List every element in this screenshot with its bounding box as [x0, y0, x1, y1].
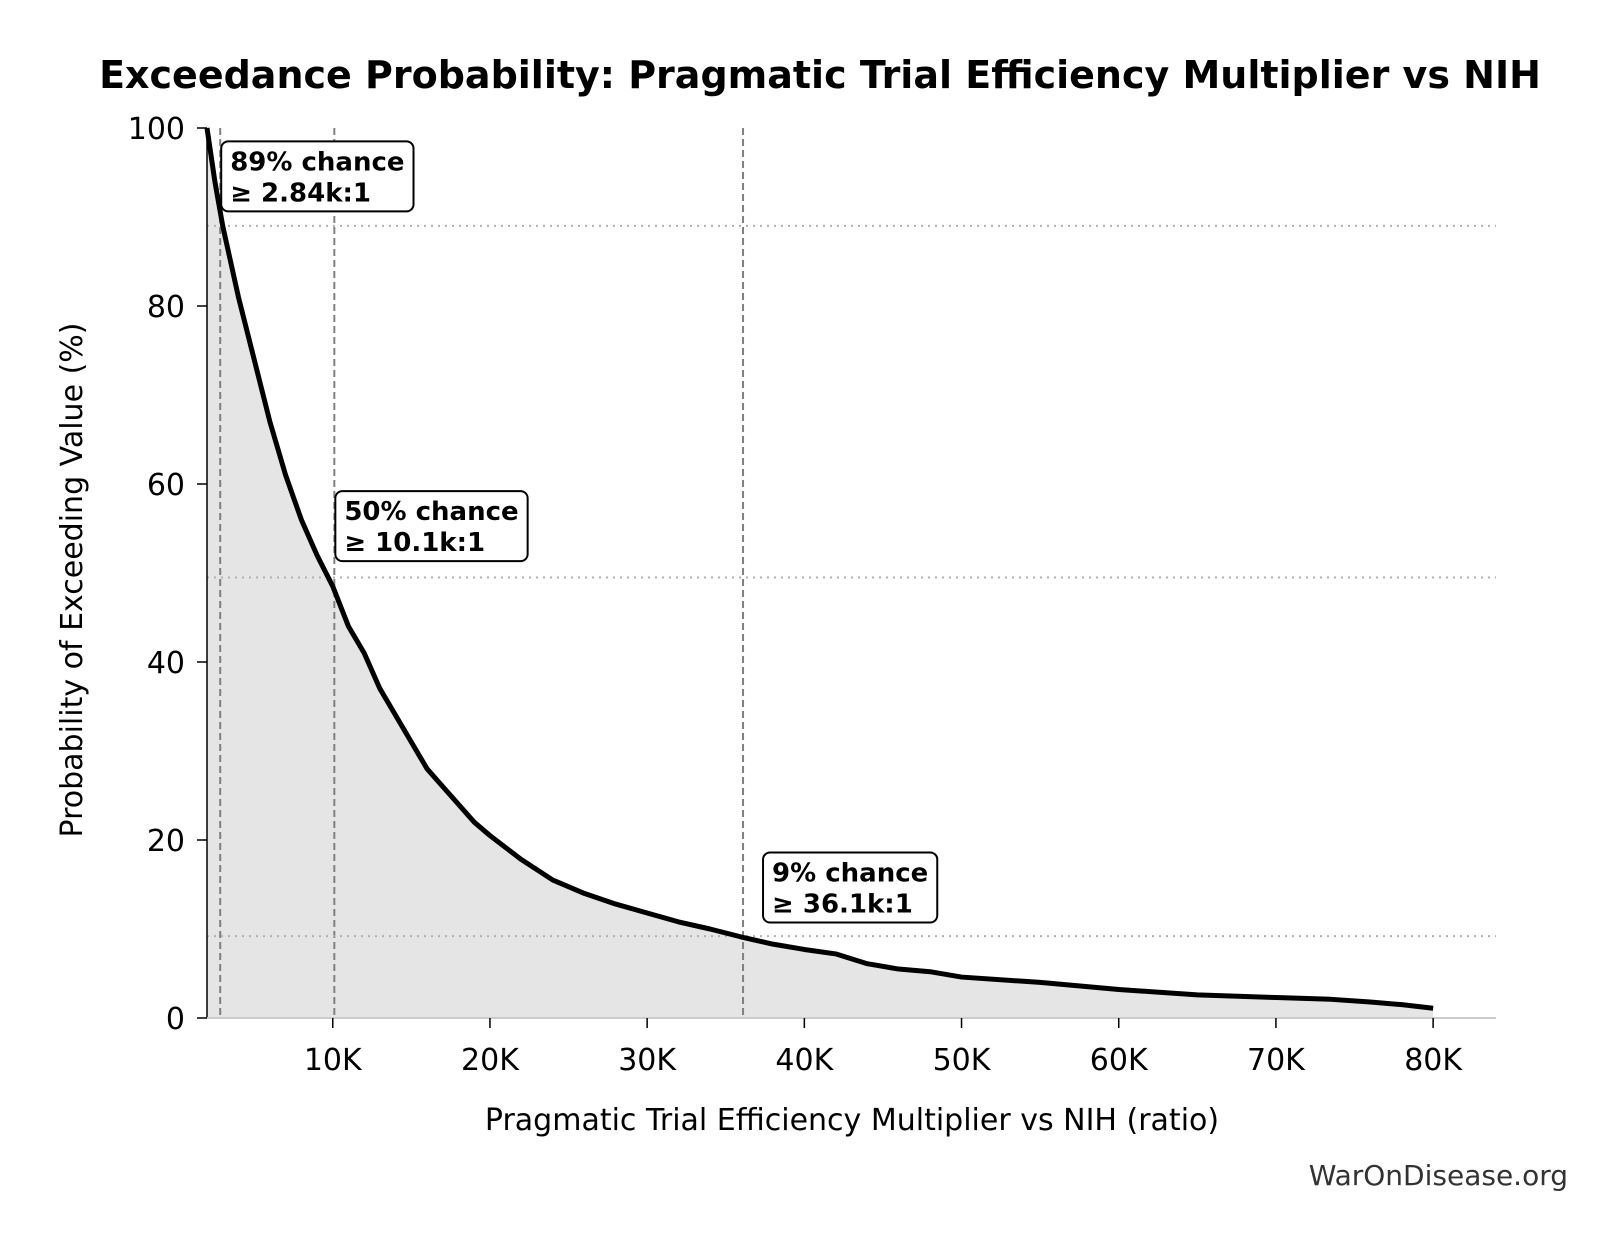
chart-title: Exceedance Probability: Pragmatic Trial …: [99, 53, 1541, 97]
x-tick-label-80000: 80K: [1404, 1043, 1463, 1078]
y-tick-label-100: 100: [128, 112, 185, 147]
y-tick-label-80: 80: [147, 290, 185, 325]
annotation-label-1-line1: 89% chance: [230, 147, 404, 177]
x-tick-label-70000: 70K: [1247, 1043, 1306, 1078]
annotation-label-2-line1: 50% chance: [344, 497, 518, 527]
y-axis-label: Probability of Exceeding Value (%): [55, 323, 90, 838]
exceedance-area: [207, 128, 1434, 1018]
annotation-label-3-line2: ≥ 36.1k:1: [772, 889, 913, 919]
annotation-box-3: [762, 851, 939, 924]
y-tick-label-40: 40: [147, 646, 185, 681]
annotation-box-1: [220, 140, 415, 213]
x-tick-label-10000: 10K: [304, 1043, 363, 1078]
annotation-label-2-line2: ≥ 10.1k:1: [344, 528, 485, 558]
exceedance-curve: [204, 127, 1434, 1011]
y-tick-label-0: 0: [166, 1002, 185, 1037]
plot-area: 0 20 40 60 80 100 10K 20K 30K 40K 50K 60K 70K 80K 89% …: [128, 112, 1496, 1078]
x-tick-label-50000: 50K: [933, 1043, 992, 1078]
y-tick-label-20: 20: [147, 824, 185, 859]
x-axis-label: Pragmatic Trial Efficiency Multiplier vs…: [485, 1103, 1219, 1138]
annotation-label-1-line2: ≥ 2.84k:1: [230, 178, 371, 208]
x-tick-label-20000: 20K: [461, 1043, 520, 1078]
credit-text: WarOnDisease.org: [1309, 1159, 1568, 1192]
annotation-box-2: [334, 490, 529, 563]
x-tick-label-60000: 60K: [1090, 1043, 1149, 1078]
y-tick-label-60: 60: [147, 468, 185, 503]
x-tick-label-30000: 30K: [618, 1043, 677, 1078]
annotation-label-3-line1: 9% chance: [772, 858, 928, 888]
x-tick-label-40000: 40K: [775, 1043, 834, 1078]
